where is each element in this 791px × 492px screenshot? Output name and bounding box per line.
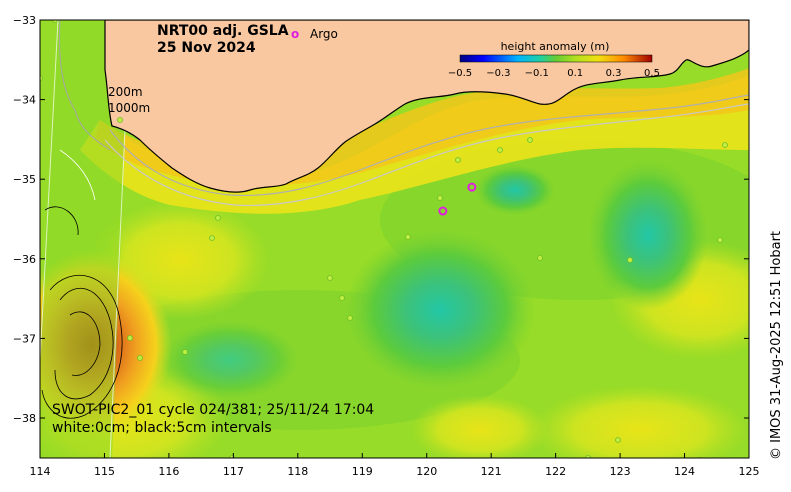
- lon-tick-label: 120: [416, 465, 437, 478]
- lon-tick-label: 117: [223, 465, 244, 478]
- lat-tick-label: −37: [13, 332, 36, 345]
- lon-tick-label: 118: [287, 465, 308, 478]
- lon-tick-label: 123: [610, 465, 631, 478]
- anomaly-field: [40, 20, 749, 458]
- colorbar-tick-label: −0.3: [486, 68, 510, 79]
- title-line-1: NRT00 adj. GSLA: [157, 23, 289, 39]
- lon-tick-label: 125: [739, 465, 760, 478]
- lon-tick-label: 119: [352, 465, 373, 478]
- colorbar-tick-label: 0.5: [644, 68, 660, 79]
- credit-text: © IMOS 31-Aug-2025 12:51 Hobart: [769, 231, 784, 460]
- lon-tick-label: 116: [158, 465, 179, 478]
- argo-float-marker: [467, 182, 477, 192]
- argo-floats: [438, 182, 477, 216]
- argo-float-marker: [438, 206, 448, 216]
- swot-caption-line-1: SWOT-PIC2_01 cycle 024/381; 25/11/24 17:…: [52, 402, 374, 418]
- lon-tick-label: 115: [94, 465, 115, 478]
- lon-tick-label: 122: [545, 465, 566, 478]
- argo-legend-symbol: o: [291, 27, 299, 41]
- latitude-axis: −33 −34 −35 −36 −37 −38: [13, 14, 749, 425]
- isobath-1000m: [104, 103, 749, 207]
- lat-tick-label: −38: [13, 412, 36, 425]
- lat-tick-label: −36: [13, 253, 36, 266]
- lat-tick-label: −33: [13, 14, 36, 27]
- australia-coastline: [104, 20, 749, 193]
- swot-caption-line-2: white:0cm; black:5cm intervals: [52, 420, 272, 436]
- lat-tick-label: −34: [13, 94, 36, 107]
- colorbar: [459, 54, 653, 63]
- lon-tick-label: 121: [481, 465, 502, 478]
- colorbar-ticks: −0.5 −0.3 −0.1 0.1 0.3 0.5: [448, 68, 660, 79]
- longitude-axis: 114 115 116 117 118 119 120 121 122 123 124 125: [30, 453, 760, 478]
- colorbar-tick-label: −0.1: [525, 68, 549, 79]
- isobath-200m: [109, 94, 749, 197]
- title-line-2: 25 Nov 2024: [157, 40, 256, 56]
- lon-tick-label: 124: [674, 465, 695, 478]
- isobath-label-1000m: 1000m: [108, 101, 150, 115]
- lat-tick-label: −35: [13, 173, 36, 186]
- isobath-label-200m: 200m: [108, 85, 143, 99]
- cold-eddy-central: [345, 230, 535, 390]
- swot-swath: [40, 20, 130, 458]
- lon-tick-label: 114: [30, 465, 51, 478]
- colorbar-tick-label: 0.3: [606, 68, 622, 79]
- plot-frame: [39, 19, 750, 459]
- colorbar-title: height anomaly (m): [501, 40, 610, 53]
- colorbar-tick-label: −0.5: [448, 68, 472, 79]
- colorbar-tick-label: 0.1: [567, 68, 583, 79]
- cold-eddy-east: [588, 160, 708, 310]
- argo-legend-label: Argo: [310, 27, 338, 41]
